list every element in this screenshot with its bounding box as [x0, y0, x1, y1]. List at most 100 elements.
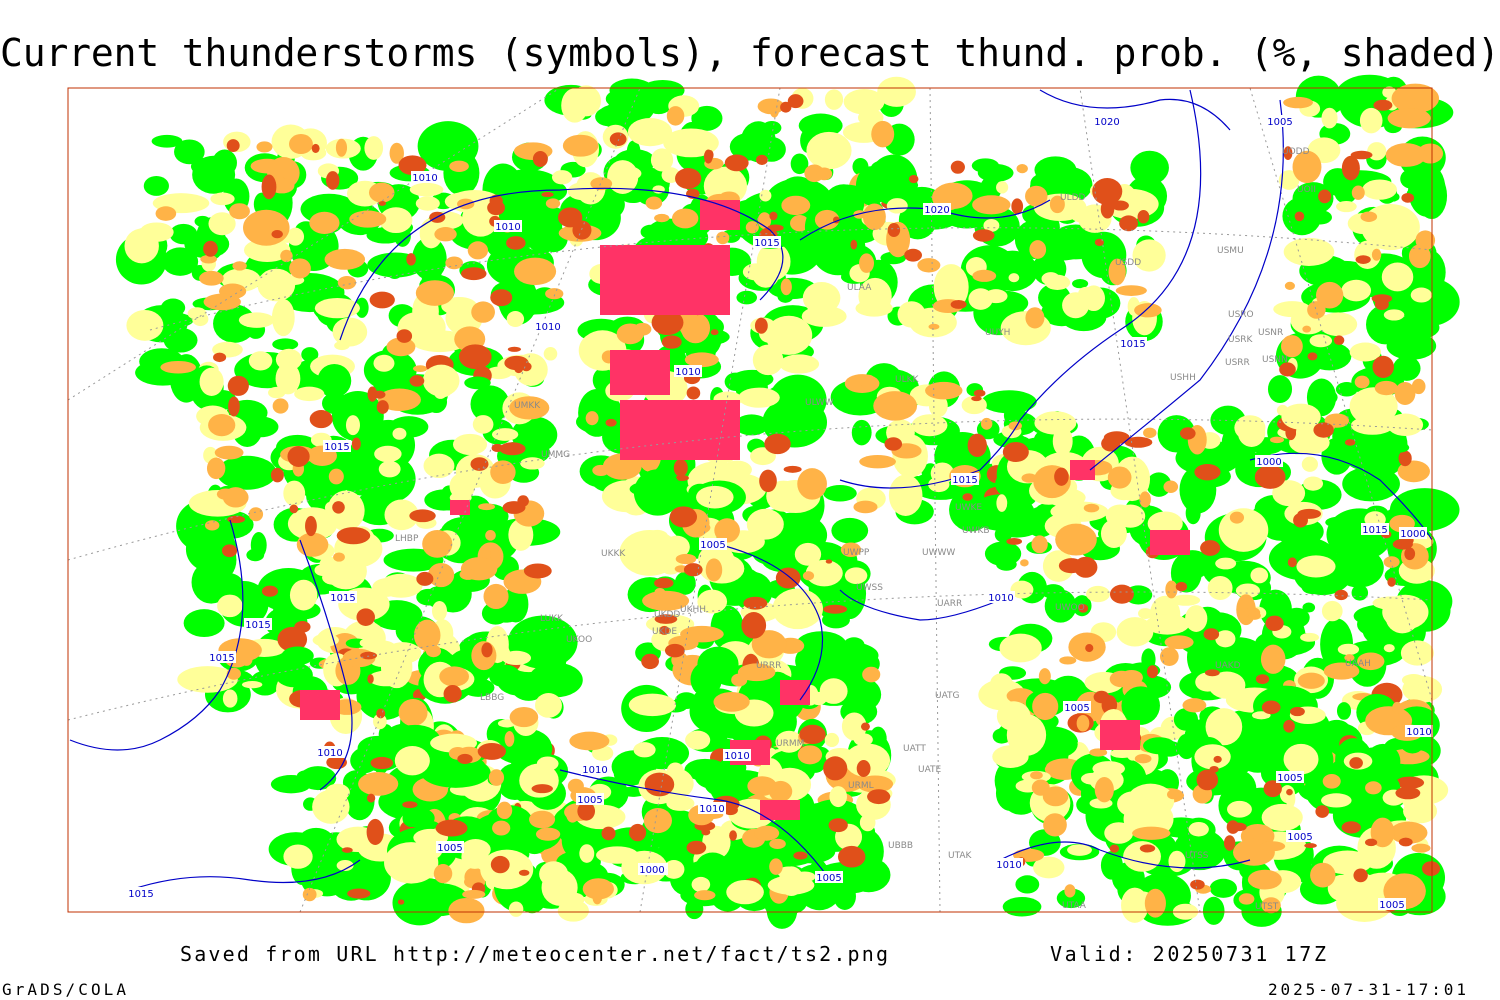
shade-blob: [448, 897, 485, 924]
shade-blob: [1042, 786, 1069, 807]
shade-blob: [523, 563, 552, 579]
shade-blob: [1032, 692, 1059, 721]
shade-blob: [1319, 312, 1358, 337]
shade-blob: [765, 315, 813, 355]
shade-blob: [685, 730, 711, 750]
isobar-label: 1010: [535, 322, 560, 333]
shade-blob: [1083, 503, 1100, 513]
isobar-label-bg: [951, 473, 979, 485]
station-label: LBBG: [480, 693, 504, 703]
shade-blob: [1138, 608, 1153, 619]
station-label: UMMG: [541, 450, 570, 460]
station-label: UKDD: [654, 610, 680, 620]
shade-blob: [1054, 467, 1069, 486]
shade-blob: [857, 775, 894, 793]
shade-blob: [327, 490, 365, 532]
shade-blob: [1283, 719, 1295, 733]
shade-blob: [736, 290, 757, 305]
shade-blob: [1385, 601, 1420, 634]
shade-blob: [1403, 798, 1438, 824]
shade-blob: [769, 211, 778, 221]
map-frame: [67, 87, 1433, 913]
shade-blob: [1272, 480, 1306, 507]
shade-blob: [289, 134, 313, 155]
station-label: UKHH: [680, 605, 706, 615]
shade-blob: [859, 455, 896, 469]
shade-blob: [457, 753, 473, 765]
shade-blob: [319, 556, 338, 572]
shade-blob: [1146, 472, 1172, 497]
shade-blob: [654, 577, 674, 589]
shade-blob: [490, 855, 510, 874]
isobars: [69, 89, 1433, 891]
station-label: UWSS: [856, 583, 883, 593]
shade-blob: [738, 387, 780, 408]
shade-blob: [257, 268, 296, 302]
shade-blob: [1124, 436, 1153, 448]
shade-blob: [1408, 244, 1431, 269]
isobar-label-bg: [1378, 898, 1406, 910]
shade-blob: [871, 120, 895, 148]
shade-blob: [769, 858, 783, 875]
shade-blob: [1398, 450, 1412, 467]
shade-blob: [661, 335, 682, 349]
shade-blob: [928, 323, 940, 330]
shade-blob: [706, 150, 714, 160]
shade-blob: [663, 128, 719, 158]
shade-blob: [823, 485, 857, 502]
shade-blob: [398, 155, 427, 176]
shade-blob: [1318, 189, 1332, 204]
shade-blob: [729, 830, 737, 841]
shade-blob: [962, 493, 973, 501]
shade-blob: [366, 818, 384, 846]
station-label: URMM: [776, 739, 804, 749]
shade-blob: [199, 367, 224, 396]
shade-blob: [314, 298, 360, 319]
shade-blob: [757, 98, 785, 115]
shade-blob: [1306, 378, 1337, 417]
shade-blob: [797, 468, 827, 500]
shade-blob: [506, 236, 526, 250]
shade-blob: [970, 494, 1035, 532]
shade-blob: [200, 254, 217, 264]
shade-blob: [490, 460, 516, 485]
shade-blob: [1008, 273, 1020, 283]
shade-blob: [1175, 581, 1188, 592]
shade-blob: [543, 346, 558, 361]
shade-blob: [1215, 630, 1236, 648]
shade-blob: [452, 433, 488, 456]
shade-blob: [967, 433, 987, 458]
shade-blob: [1165, 580, 1178, 599]
shade-blob: [1159, 647, 1179, 666]
shade-blob: [477, 742, 506, 760]
isobar-label-bg: [723, 749, 751, 761]
shade-blob: [824, 89, 844, 110]
shade-blob: [151, 134, 183, 148]
shade-blob: [1238, 893, 1255, 905]
shade-blob: [1373, 99, 1393, 111]
shade-blob: [1147, 511, 1183, 536]
shade-blob: [283, 844, 313, 869]
shade-blob: [1370, 817, 1395, 848]
isobar-label-bg: [815, 871, 843, 883]
shade-blob: [272, 398, 289, 414]
shade-blob: [862, 203, 886, 231]
shade-blob: [972, 229, 995, 242]
shade-blob: [759, 189, 772, 202]
shade-blob: [752, 344, 784, 376]
shade-blob: [772, 588, 823, 630]
shade-blob: [229, 203, 250, 220]
shade-blob: [427, 562, 455, 588]
shade-blob: [833, 882, 856, 910]
shade-blob: [841, 712, 867, 741]
shade-blob: [413, 619, 441, 651]
shade-blob: [321, 392, 349, 415]
shade-blob: [1334, 589, 1348, 601]
shade-blob: [605, 418, 617, 427]
shade-blob: [754, 825, 780, 841]
shade-blob: [829, 786, 847, 808]
isobar-label: 1005: [1379, 900, 1404, 911]
isobar-label-bg: [127, 887, 155, 899]
isobar-label-bg: [494, 220, 522, 232]
shade-blob: [492, 820, 511, 836]
